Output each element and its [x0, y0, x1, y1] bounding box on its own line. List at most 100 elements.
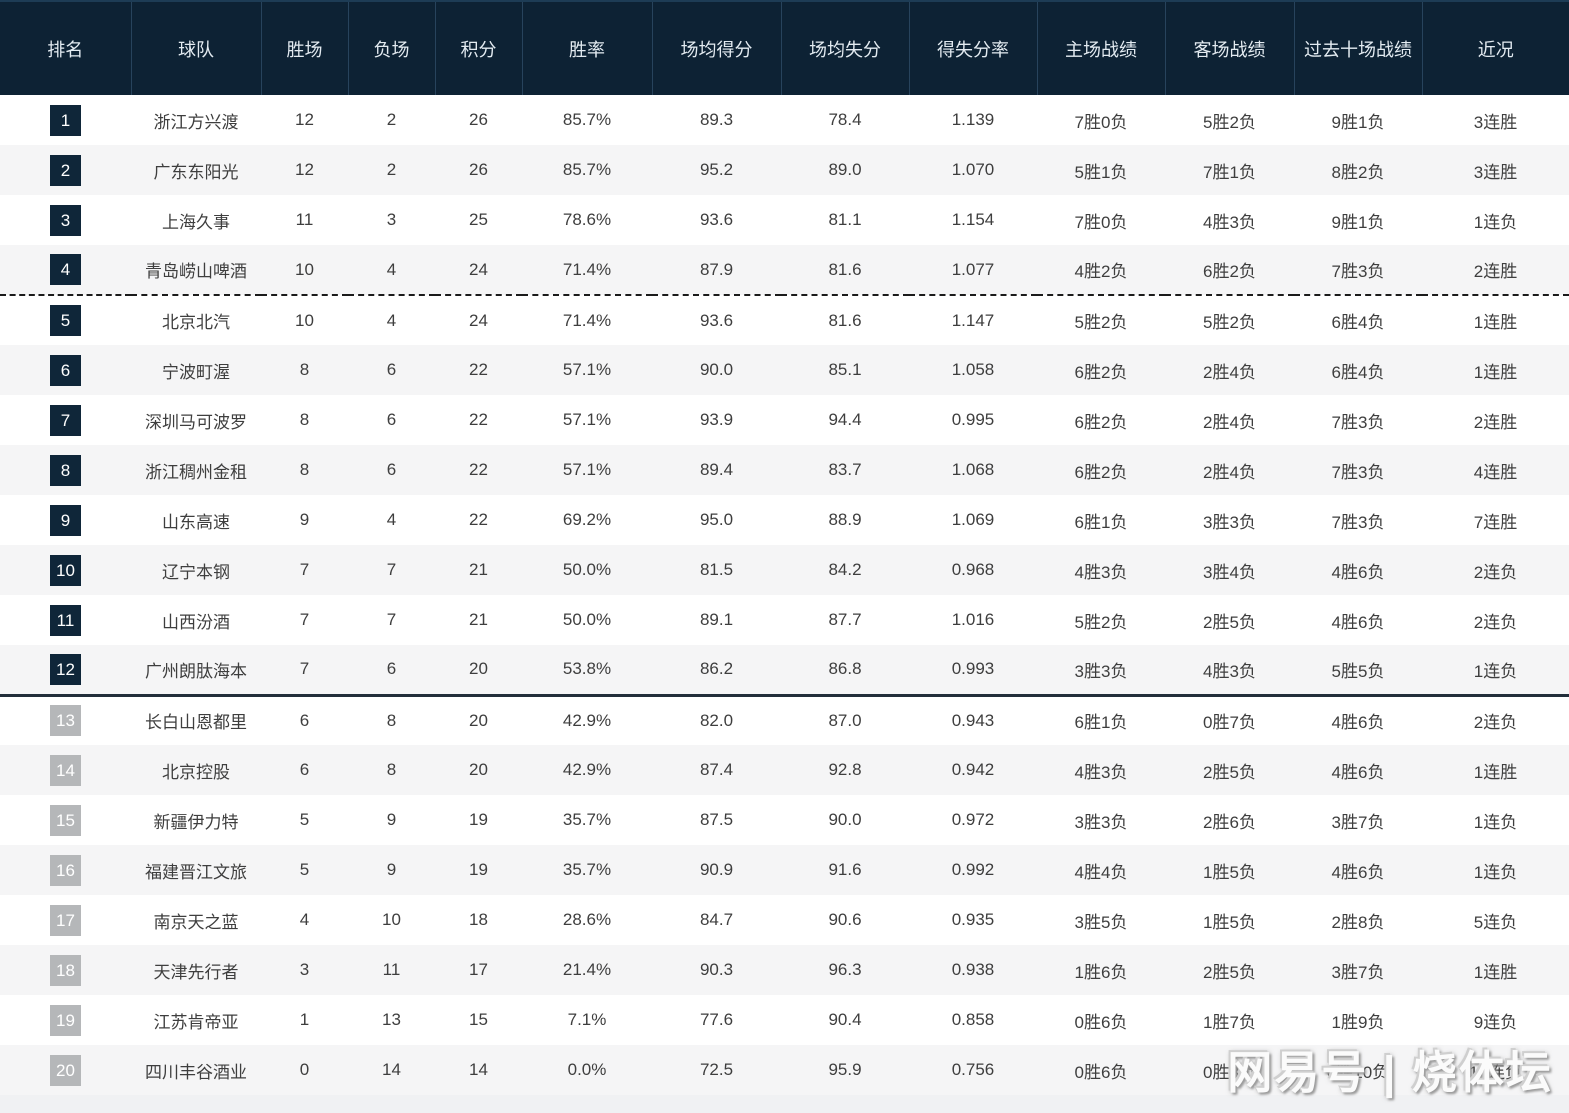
cell-wins: 11: [295, 210, 314, 229]
cell-away: 1胜5负: [1203, 912, 1256, 932]
cell-team: 上海久事: [162, 212, 230, 232]
cell-recent: 5连负: [1473, 912, 1518, 932]
cell-last10: 3胜7负: [1331, 962, 1385, 982]
cell-rank: 4: [0, 245, 131, 296]
cell-avg_against: 86.8: [781, 645, 909, 697]
cell-last10: 8胜2负: [1331, 162, 1385, 182]
cell-away: 0胜8负: [1203, 1062, 1256, 1082]
cell-losses: 6: [348, 645, 435, 697]
cell-avg_for: 93.6: [699, 310, 734, 330]
cell-rank: 15: [0, 795, 131, 845]
table-row: 8 浙江稠州金租 8 6 22 57.1% 89.4 83.7 1.068 6胜2负 2胜4负 7胜3…: [0, 445, 1569, 495]
cell-away: 3胜4负: [1203, 562, 1256, 582]
cell-avg_for: 95.2: [699, 160, 734, 179]
cell-losses: 4: [386, 510, 397, 529]
cell-win_rate: 57.1%: [562, 410, 612, 429]
cell-recent: 3连胜: [1473, 112, 1518, 132]
cell-win_rate: 35.7%: [562, 810, 612, 829]
cell-away: 2胜5负: [1203, 962, 1256, 982]
cell-last10: 4胜6负: [1331, 762, 1385, 782]
table-row: 17 南京天之蓝 4 10 18 28.6% 84.7 90.6 0.935 3胜5负 1胜5负 2胜…: [0, 895, 1569, 945]
cell-ratio: 1.016: [951, 610, 995, 629]
cell-rank: 14: [0, 745, 131, 795]
cell-avg_for: 72.5: [699, 1060, 734, 1079]
cell-win_rate: 85.7%: [562, 110, 612, 129]
cell-wins: 8: [299, 360, 310, 379]
table-header-row: 排名 球队 胜场 负场 积分 胜率 场均得分 场均失分 得失分率 主场战绩 客场战绩 过去十场战绩 近况: [0, 1, 1569, 95]
cell-ratio: 0.943: [951, 710, 995, 730]
cell-ratio: 1.154: [951, 210, 995, 229]
cell-rank: 20: [0, 1045, 131, 1095]
cell-avg_for: 87.9: [652, 245, 781, 296]
cell-away: 1胜7负: [1203, 1012, 1256, 1032]
cell-team: 北京控股: [162, 762, 230, 782]
cell-ratio: 0.858: [951, 1010, 995, 1029]
cell-points: 20: [469, 710, 488, 730]
cell-away: 3胜3负: [1203, 512, 1256, 532]
cell-win_rate: 28.6%: [562, 910, 612, 929]
column-header-last10: 过去十场战绩: [1293, 1, 1422, 95]
rank-badge: 18: [50, 954, 81, 986]
cell-losses: 6: [386, 410, 397, 429]
rank-badge: 5: [50, 305, 81, 336]
cell-avg_for: 95.0: [699, 510, 734, 529]
cell-wins: 1: [299, 1010, 310, 1029]
cell-ratio: 0.972: [951, 810, 995, 829]
table-row: 1 浙江方兴渡 12 2 26 85.7% 89.3 78.4 1.139 7胜0负 5胜2负 9胜1…: [0, 95, 1569, 145]
cell-home: 6胜2负: [1074, 362, 1128, 382]
cell-last10: 6胜4负: [1331, 362, 1385, 382]
cell-ratio: 0.968: [951, 560, 995, 579]
column-header-avg_for: 场均得分: [651, 1, 781, 95]
table-row: 19 江苏肯帝亚 1 13 15 7.1% 77.6 90.4 0.858 0胜6负 1胜7负 1胜9…: [0, 995, 1569, 1045]
cell-win_rate: 71.4%: [562, 310, 612, 330]
cell-home: 5胜2负: [1074, 612, 1128, 632]
cell-rank: 18: [0, 945, 131, 995]
table-row: 13 长白山恩都里 6 8 20 42.9% 82.0 87.0 0.943 6胜1负 0胜7负 4胜…: [0, 695, 1569, 745]
cell-recent: 1连胜: [1473, 962, 1518, 982]
table-row: 7 深圳马可波罗 8 6 22 57.1% 93.9 94.4 0.995 6胜2负 2胜4负 7胜3…: [0, 395, 1569, 445]
cell-home: 6胜1负: [1074, 713, 1128, 733]
cell-losses: 2: [386, 110, 397, 129]
cell-losses: 9: [386, 810, 397, 829]
cell-rank: 12: [0, 645, 131, 697]
cell-home: 6胜2负: [1074, 412, 1128, 432]
cell-away: 6胜2负: [1165, 245, 1294, 296]
table-row: 15 新疆伊力特 5 9 19 35.7% 87.5 90.0 0.972 3胜3负 2胜6负 3胜7…: [0, 795, 1569, 845]
cell-recent: 1连胜: [1473, 313, 1518, 332]
cell-last10: 7胜3负: [1331, 512, 1385, 532]
cell-ratio: 0.992: [951, 860, 995, 879]
cell-win_rate: 42.9%: [562, 710, 612, 730]
cell-avg_against: 84.2: [828, 560, 862, 579]
rank-badge: 1: [50, 104, 81, 136]
cell-losses: 3: [386, 210, 397, 229]
cell-ratio: 1.058: [951, 360, 995, 379]
cell-wins: 7: [261, 645, 348, 697]
cell-losses: 6: [386, 460, 397, 479]
cell-ratio: 0.756: [951, 1060, 995, 1079]
cell-avg_for: 86.2: [652, 645, 781, 697]
cell-recent: 1连负: [1422, 645, 1569, 697]
table-row: 12 广州朗肽海本 7 6 20 53.8% 86.2 86.8 0.993 3胜3负 4胜3负 5胜…: [0, 645, 1569, 697]
cell-points: 21: [469, 560, 488, 579]
cell-last10: 7胜3负: [1294, 245, 1422, 296]
cell-avg_against: 78.4: [828, 110, 862, 129]
cell-points: 22: [469, 510, 488, 529]
cell-ratio: 1.147: [951, 310, 995, 330]
cell-recent: 1连负: [1473, 862, 1518, 882]
rank-badge: 8: [50, 454, 81, 486]
rank-badge: 17: [50, 904, 81, 936]
cell-avg_against: 83.7: [828, 460, 862, 479]
cell-away: 7胜1负: [1203, 162, 1256, 182]
table-row: 5 北京北汽 10 4 24 71.4% 93.6 81.6 1.147 5胜2负 5胜2负 6胜4负…: [0, 295, 1569, 345]
cell-recent: 1连胜: [1473, 762, 1518, 782]
cell-losses: 8: [386, 710, 397, 730]
column-header-ratio: 得失分率: [908, 1, 1037, 95]
column-header-team: 球队: [130, 1, 261, 95]
cell-points: 22: [469, 460, 488, 479]
cell-rank: 7: [0, 395, 131, 445]
cell-win_rate: 69.2%: [562, 510, 612, 529]
cell-avg_against: 85.1: [828, 360, 862, 379]
cell-last10: 1胜9负: [1331, 1012, 1385, 1032]
cell-win_rate: 78.6%: [562, 210, 612, 229]
